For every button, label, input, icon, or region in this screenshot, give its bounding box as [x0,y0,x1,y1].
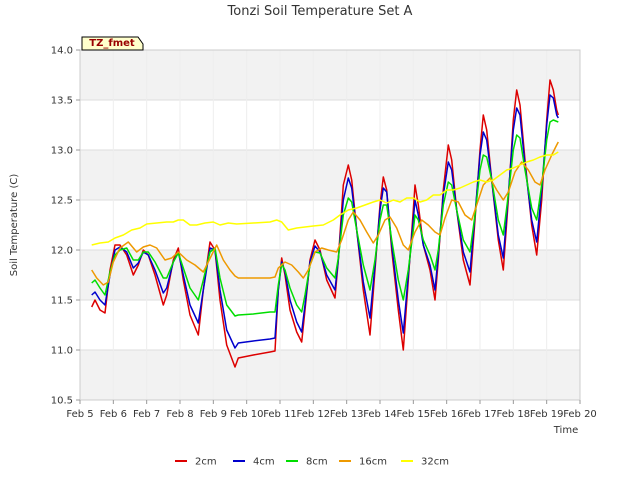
x-tick-label: Feb 5 [66,409,93,420]
series-line-4cm [91,94,559,349]
x-tick-label: Feb 11 [263,409,297,420]
series-line-32cm [91,151,559,246]
x-tick-label: Feb 12 [297,409,331,420]
series-lines [91,79,560,368]
x-tick-label: Feb 20 [563,409,597,420]
x-tick-label: Feb 18 [497,409,531,420]
y-axis-label: Soil Temperature (C) [9,174,20,277]
y-tick-label: 12.0 [51,246,73,257]
y-tick-label: 14.0 [51,46,73,57]
x-axis: Feb 5 Feb 6 Feb 7 Feb 8 Feb 9 Feb 10 Feb 11 Feb… [66,400,597,420]
x-tick-label: Feb 6 [100,409,127,420]
legend-label-4cm: 4cm [253,457,275,468]
x-tick-label: Feb 14 [363,409,397,420]
x-tick-label: Feb 9 [200,409,227,420]
legend: 2cm 4cm 8cm 16cm 32cm [175,457,449,468]
plot-background-bands [80,50,580,400]
plot-band [80,150,580,200]
x-tick-label: Feb 13 [330,409,364,420]
y-tick-label: 10.5 [51,396,73,407]
y-tick-label: 13.0 [51,146,73,157]
series-line-8cm [91,119,559,317]
x-tick-label: Feb 19 [530,409,564,420]
x-tick-label: Feb 10 [230,409,264,420]
plot-band [80,350,580,400]
x-tick-label: Feb 17 [463,409,497,420]
y-tick-label: 12.5 [51,196,73,207]
legend-label-16cm: 16cm [359,457,387,468]
series-line-16cm [91,141,559,286]
y-tick-label: 13.5 [51,96,73,107]
x-tick-label: Feb 15 [397,409,431,420]
legend-label-8cm: 8cm [306,457,328,468]
legend-label-2cm: 2cm [195,457,217,468]
plot-area [79,49,581,401]
y-axis: 10.5 11.0 11.5 12.0 12.5 13.0 13.5 14.0 [51,46,80,407]
annotation-box: TZ_fmet [81,36,144,51]
x-tick-label: Feb 8 [166,409,193,420]
plot-band [80,50,580,100]
y-tick-label: 11.0 [51,346,73,357]
annotation-label: TZ_fmet [89,38,135,49]
chart-title: Tonzi Soil Temperature Set A [227,4,413,19]
x-axis-label: Time [553,425,578,436]
x-tick-label: Feb 16 [430,409,464,420]
legend-label-32cm: 32cm [421,457,449,468]
x-tick-label: Feb 7 [133,409,160,420]
y-tick-label: 11.5 [51,296,73,307]
